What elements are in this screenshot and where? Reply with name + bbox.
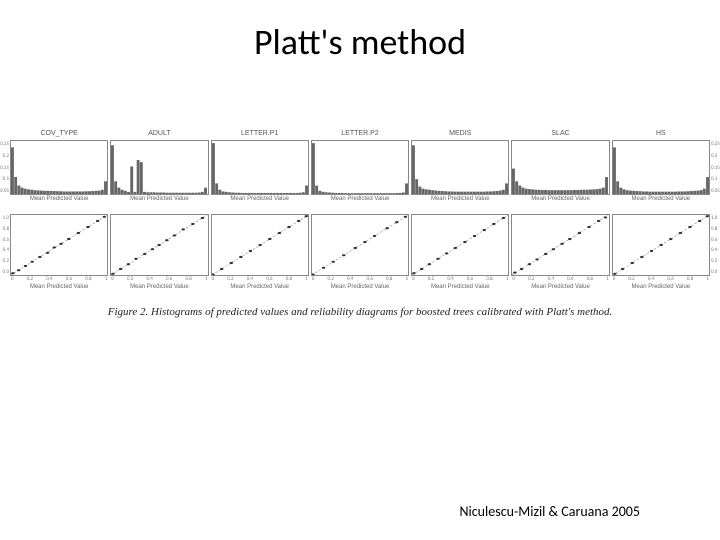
reliab-xticks: 00.20.40.60.81 [512,276,608,282]
hist-panel-0: COV_TYPE 0.250.20.150.10.05Mean Predicted… [10,130,108,202]
panel-title: LETTER.P1 [211,130,309,138]
reliab-yticks-right: 1.00.80.60.40.20.0 [711,215,720,275]
reliab-plot: 1.00.80.60.40.20.000.20.40.60.81 [612,214,710,276]
reliab-plot: 1.00.80.60.40.20.000.20.40.60.81 [10,214,108,276]
hist-xlabel: Mean Predicted Value [311,196,409,202]
reliab-panel-4: 00.20.40.60.81 Mean Predicted Value [411,204,509,290]
hist-panel-4: MEDIS Mean Predicted Value [411,130,509,202]
hist-panel-1: ADULT Mean Predicted Value [110,130,208,202]
panel-title: COV_TYPE [10,130,108,138]
reliab-yticks-left: 1.00.80.60.40.20.0 [0,215,9,275]
reliab-panel-6: 1.00.80.60.40.20.000.20.40.60.81 Mean Pre… [612,204,710,290]
reliab-panel-5: 00.20.40.60.81 Mean Predicted Value [511,204,609,290]
panel-title: HS [612,130,710,138]
reliab-plot: 00.20.40.60.81 [511,214,609,276]
panel-title: ADULT [110,130,208,138]
reliab-xticks: 00.20.40.60.81 [613,276,709,282]
hist-plot: 0.250.20.150.10.05 [10,140,108,195]
reliab-xlabel: Mean Predicted Value [612,284,710,290]
hist-plot [211,140,309,195]
hist-xlabel: Mean Predicted Value [612,196,710,202]
histogram-row: COV_TYPE0.250.20.150.10.05Mean Predicted… [10,130,710,202]
reliab-xticks: 00.20.40.60.81 [212,276,308,282]
figure: COV_TYPE0.250.20.150.10.05Mean Predicted… [10,130,710,318]
reliability-row: 1.00.80.60.40.20.000.20.40.60.81 Mean Pre… [10,204,710,290]
reliab-panel-3: 00.20.40.60.81 Mean Predicted Value [311,204,409,290]
panel-title: LETTER.P2 [311,130,409,138]
hist-panel-6: HS 0.250.20.150.10.05Mean Predicted Value [612,130,710,202]
slide-title: Platt's method [0,20,720,64]
reliab-xticks: 00.20.40.60.81 [11,276,107,282]
reliab-plot: 00.20.40.60.81 [211,214,309,276]
hist-panel-3: LETTER.P2 Mean Predicted Value [311,130,409,202]
reliab-xlabel: Mean Predicted Value [110,284,208,290]
hist-yticks-left: 0.250.20.150.10.05 [0,141,9,194]
reliab-xticks: 00.20.40.60.81 [312,276,408,282]
hist-xlabel: Mean Predicted Value [110,196,208,202]
reliab-xlabel: Mean Predicted Value [211,284,309,290]
reliab-panel-1: 00.20.40.60.81 Mean Predicted Value [110,204,208,290]
hist-plot: 0.250.20.150.10.05 [612,140,710,195]
hist-plot [411,140,509,195]
reliab-xlabel: Mean Predicted Value [10,284,108,290]
hist-xlabel: Mean Predicted Value [511,196,609,202]
hist-panel-2: LETTER.P1 Mean Predicted Value [211,130,309,202]
reliab-xlabel: Mean Predicted Value [511,284,609,290]
panel-title: SLAC [511,130,609,138]
hist-xlabel: Mean Predicted Value [10,196,108,202]
reliab-plot: 00.20.40.60.81 [110,214,208,276]
reliab-xticks: 00.20.40.60.81 [111,276,207,282]
figure-caption: Figure 2. Histograms of predicted values… [10,306,710,318]
hist-plot [511,140,609,195]
reliab-xlabel: Mean Predicted Value [311,284,409,290]
reliab-plot: 00.20.40.60.81 [411,214,509,276]
hist-plot [311,140,409,195]
reliab-xlabel: Mean Predicted Value [411,284,509,290]
reliab-plot: 00.20.40.60.81 [311,214,409,276]
hist-xlabel: Mean Predicted Value [211,196,309,202]
hist-xlabel: Mean Predicted Value [411,196,509,202]
reliab-xticks: 00.20.40.60.81 [412,276,508,282]
citation: Niculescu-Mizil & Caruana 2005 [460,503,640,520]
hist-plot [110,140,208,195]
panel-title: MEDIS [411,130,509,138]
hist-yticks-right: 0.250.20.150.10.05 [711,141,720,194]
reliab-panel-0: 1.00.80.60.40.20.000.20.40.60.81 Mean Pre… [10,204,108,290]
reliab-panel-2: 00.20.40.60.81 Mean Predicted Value [211,204,309,290]
hist-panel-5: SLAC Mean Predicted Value [511,130,609,202]
